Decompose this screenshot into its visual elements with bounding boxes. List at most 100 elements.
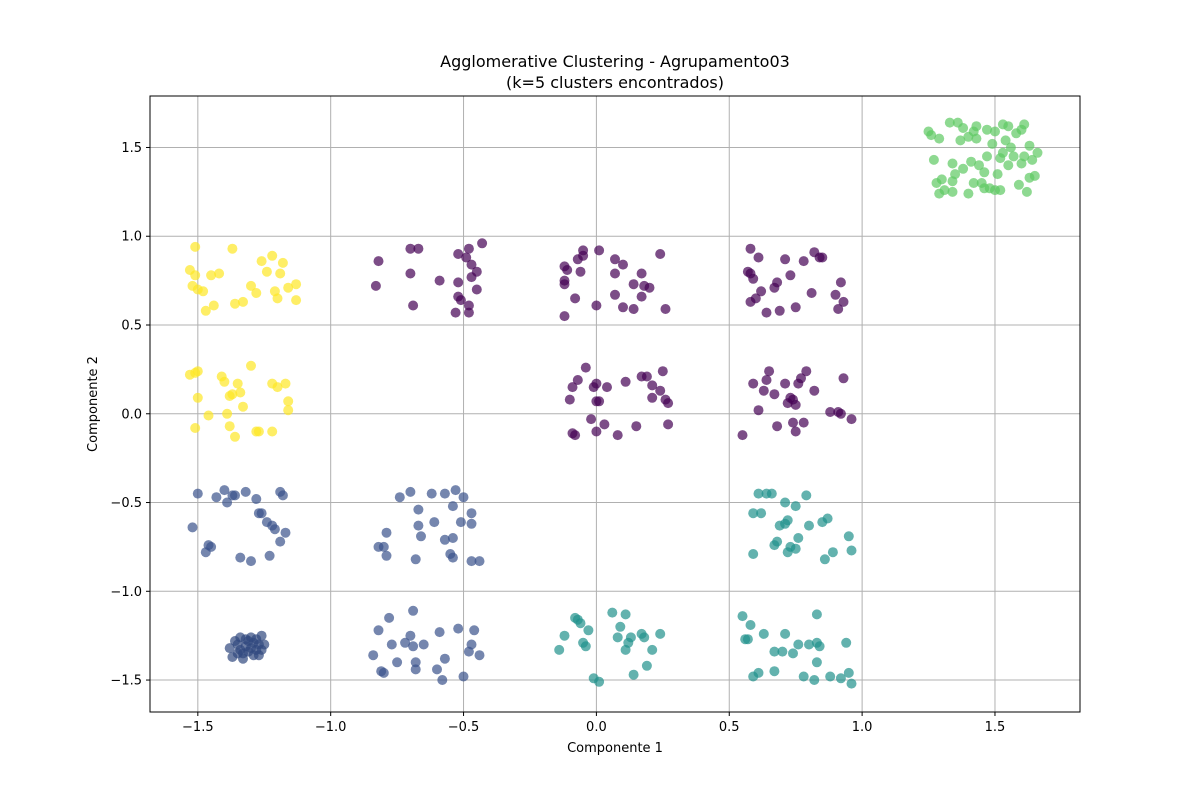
y-axis-label: Componente 2 (86, 356, 101, 452)
data-point-cluster-2 (381, 550, 392, 561)
y-tick-label: 1.5 (121, 141, 142, 156)
data-point-cluster-2 (392, 657, 403, 668)
data-point-cluster-6 (214, 268, 225, 279)
data-point-cluster-2 (447, 501, 458, 512)
x-tick-label: 1.5 (985, 720, 1006, 735)
data-point-cluster-1 (745, 243, 756, 254)
data-point-cluster-1 (660, 304, 671, 314)
data-point-cluster-1 (455, 295, 466, 306)
data-point-cluster-4 (846, 545, 857, 556)
data-point-cluster-2 (373, 625, 384, 636)
data-points (184, 117, 1043, 689)
data-point-cluster-1 (408, 300, 419, 311)
data-point-cluster-1 (477, 238, 488, 249)
data-point-cluster-1 (817, 252, 828, 263)
data-point-cluster-2 (222, 497, 233, 508)
data-point-cluster-5 (1003, 160, 1014, 171)
data-point-cluster-1 (663, 398, 674, 409)
data-point-cluster-6 (208, 300, 219, 311)
data-point-cluster-6 (200, 305, 211, 316)
data-point-cluster-5 (963, 188, 974, 199)
data-point-cluster-5 (1024, 140, 1035, 151)
data-point-cluster-1 (599, 419, 610, 430)
data-point-cluster-4 (843, 531, 854, 542)
data-point-cluster-6 (222, 408, 233, 419)
data-point-cluster-4 (559, 630, 570, 641)
data-point-cluster-2 (400, 637, 411, 648)
plot-frame (149, 95, 1081, 713)
data-point-cluster-1 (620, 376, 631, 387)
data-point-cluster-1 (570, 430, 581, 441)
data-point-cluster-5 (979, 167, 990, 178)
data-point-cluster-6 (198, 286, 209, 297)
data-point-cluster-1 (559, 311, 570, 322)
data-point-cluster-4 (790, 501, 801, 512)
x-axis-label: Componente 1 (567, 741, 663, 756)
data-point-cluster-1 (636, 268, 647, 279)
data-point-cluster-4 (777, 646, 788, 657)
data-point-cluster-6 (283, 405, 294, 416)
data-point-cluster-2 (408, 605, 419, 616)
data-point-cluster-1 (628, 304, 639, 314)
data-point-cluster-5 (995, 153, 1006, 164)
data-point-cluster-4 (793, 533, 804, 543)
data-point-cluster-4 (780, 628, 791, 639)
data-point-cluster-1 (373, 256, 384, 267)
data-point-cluster-5 (1008, 151, 1019, 162)
data-point-cluster-2 (447, 533, 458, 543)
data-point-cluster-2 (437, 675, 448, 685)
data-point-cluster-1 (655, 385, 666, 396)
data-point-cluster-6 (238, 401, 248, 412)
data-point-cluster-5 (1029, 170, 1040, 181)
data-point-cluster-6 (275, 268, 286, 279)
data-point-cluster-1 (780, 254, 791, 265)
data-point-cluster-4 (793, 639, 804, 650)
data-point-cluster-6 (251, 288, 262, 298)
data-point-cluster-1 (758, 385, 769, 396)
data-point-cluster-1 (737, 430, 748, 441)
data-point-cluster-1 (586, 414, 597, 425)
x-tick-label: 0.5 (719, 720, 740, 735)
data-point-cluster-4 (753, 667, 764, 678)
data-point-cluster-1 (578, 245, 589, 256)
data-point-cluster-5 (1019, 119, 1030, 130)
data-point-cluster-1 (764, 366, 775, 377)
data-point-cluster-4 (809, 675, 820, 685)
data-point-cluster-1 (790, 399, 801, 410)
data-point-cluster-1 (748, 273, 759, 284)
data-point-cluster-1 (825, 407, 836, 417)
data-point-cluster-4 (841, 637, 852, 648)
data-point-cluster-6 (192, 392, 203, 403)
data-point-cluster-1 (405, 243, 416, 254)
data-point-cluster-2 (458, 492, 469, 503)
data-point-cluster-5 (968, 178, 979, 188)
data-point-cluster-2 (277, 490, 288, 501)
data-point-cluster-2 (474, 650, 485, 661)
data-point-cluster-5 (1000, 135, 1011, 146)
data-point-cluster-4 (772, 536, 783, 547)
data-point-cluster-1 (570, 293, 581, 304)
data-point-cluster-6 (230, 298, 240, 309)
data-point-cluster-2 (381, 527, 392, 538)
data-point-cluster-6 (267, 250, 278, 261)
data-point-cluster-2 (466, 518, 477, 529)
data-point-cluster-2 (211, 492, 222, 503)
data-point-cluster-4 (788, 648, 798, 659)
data-point-cluster-5 (947, 158, 958, 169)
data-point-cluster-1 (591, 378, 602, 389)
data-point-cluster-4 (811, 657, 822, 668)
data-point-cluster-2 (230, 490, 240, 501)
data-point-cluster-2 (426, 488, 437, 499)
data-point-cluster-1 (748, 378, 759, 389)
data-point-cluster-1 (370, 280, 381, 291)
data-point-cluster-2 (466, 556, 477, 567)
data-point-cluster-1 (610, 254, 620, 265)
data-point-cluster-5 (987, 138, 998, 149)
data-point-cluster-4 (822, 513, 833, 524)
x-tick-label: −0.5 (448, 720, 480, 735)
data-point-cluster-5 (974, 160, 984, 171)
data-point-cluster-1 (761, 375, 772, 385)
data-point-cluster-5 (966, 156, 977, 167)
data-point-cluster-1 (591, 426, 602, 437)
data-point-cluster-6 (206, 270, 217, 281)
